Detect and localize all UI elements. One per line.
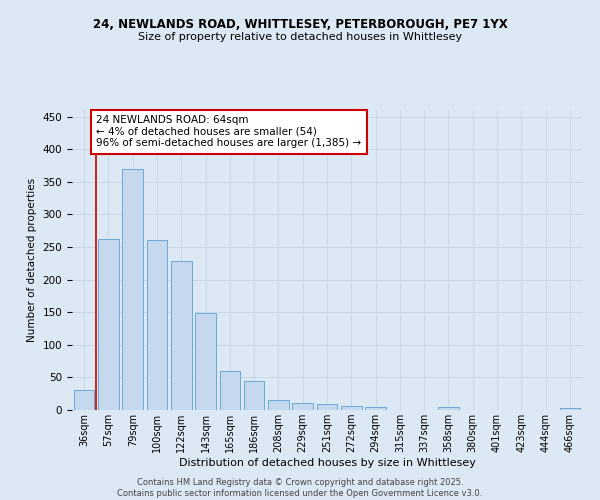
Text: 24 NEWLANDS ROAD: 64sqm
← 4% of detached houses are smaller (54)
96% of semi-det: 24 NEWLANDS ROAD: 64sqm ← 4% of detached… — [96, 115, 361, 148]
Bar — [171, 262, 191, 410]
Bar — [146, 240, 167, 410]
Text: Size of property relative to detached houses in Whittlesey: Size of property relative to detached ho… — [138, 32, 462, 42]
Y-axis label: Number of detached properties: Number of detached properties — [27, 178, 37, 342]
Bar — [220, 371, 240, 410]
Bar — [365, 406, 386, 410]
Bar — [292, 404, 313, 410]
X-axis label: Distribution of detached houses by size in Whittlesey: Distribution of detached houses by size … — [179, 458, 475, 468]
Bar — [244, 380, 265, 410]
Text: Contains HM Land Registry data © Crown copyright and database right 2025.
Contai: Contains HM Land Registry data © Crown c… — [118, 478, 482, 498]
Bar — [438, 408, 459, 410]
Text: 24, NEWLANDS ROAD, WHITTLESEY, PETERBOROUGH, PE7 1YX: 24, NEWLANDS ROAD, WHITTLESEY, PETERBORO… — [92, 18, 508, 30]
Bar — [560, 408, 580, 410]
Bar — [74, 390, 94, 410]
Bar — [341, 406, 362, 410]
Bar — [122, 168, 143, 410]
Bar — [98, 239, 119, 410]
Bar — [317, 404, 337, 410]
Bar — [268, 400, 289, 410]
Bar — [195, 314, 216, 410]
